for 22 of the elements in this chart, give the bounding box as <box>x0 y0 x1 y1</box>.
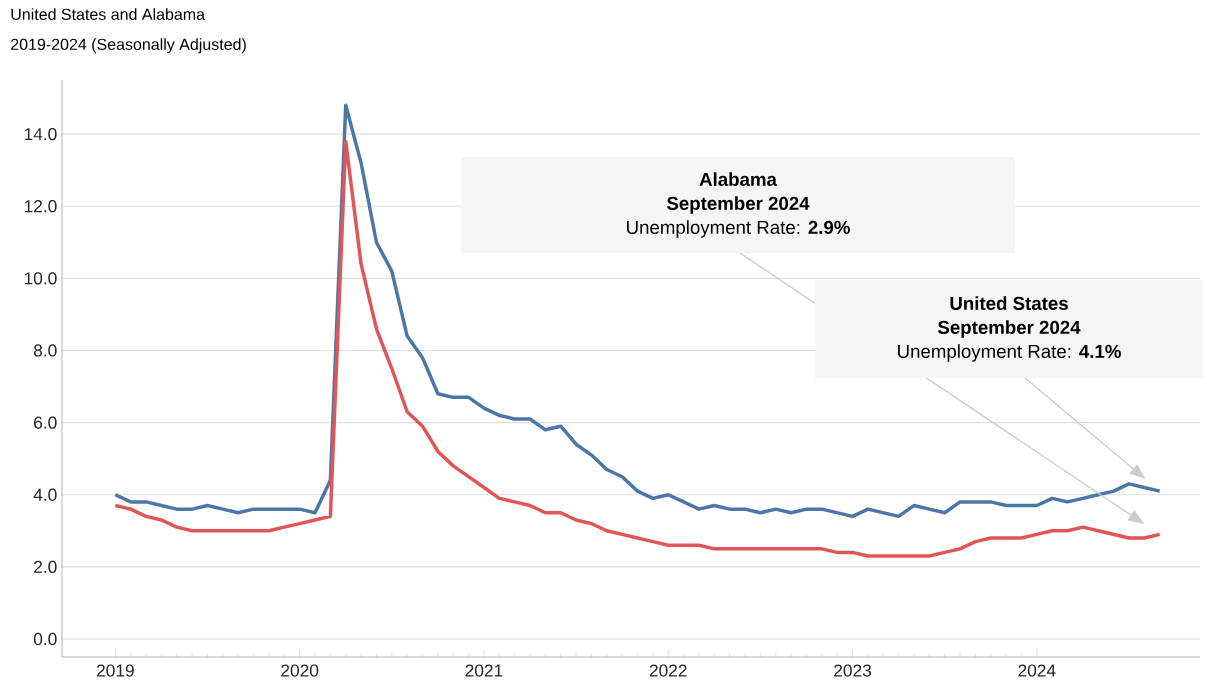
annotation: United States <box>950 296 1068 311</box>
y-tick-label: 6.0 <box>34 416 57 429</box>
x-tick-label: 2024 <box>1018 664 1056 677</box>
chart-subtitle: 2019-2024 (Seasonally Adjusted) <box>11 38 246 54</box>
y-tick-label: 12.0 <box>24 200 57 213</box>
annotation: Alabama <box>699 172 778 187</box>
x-tick-label: 2021 <box>465 664 503 677</box>
x-tick-label: 2020 <box>281 664 319 677</box>
annotation: September 2024 <box>937 320 1081 338</box>
y-tick-label: 14.0 <box>24 127 57 141</box>
annotation: Unemployment Rate: 4.1% <box>898 344 1121 362</box>
annotation: September 2024 <box>666 196 810 214</box>
y-tick-label: 8.0 <box>33 344 57 357</box>
y-tick-label: 0.0 <box>33 632 57 646</box>
y-tick-label: 2.0 <box>34 560 57 573</box>
x-tick-label: 2023 <box>834 664 872 677</box>
x-tick-label: 2022 <box>649 664 687 677</box>
annotation: Unemployment Rate: 2.9% <box>627 220 850 238</box>
y-tick-label: 4.0 <box>33 488 57 501</box>
x-tick-label: 2019 <box>96 664 134 677</box>
chart-title: United States and Alabama <box>11 8 206 21</box>
y-tick-label: 10.0 <box>24 272 57 285</box>
